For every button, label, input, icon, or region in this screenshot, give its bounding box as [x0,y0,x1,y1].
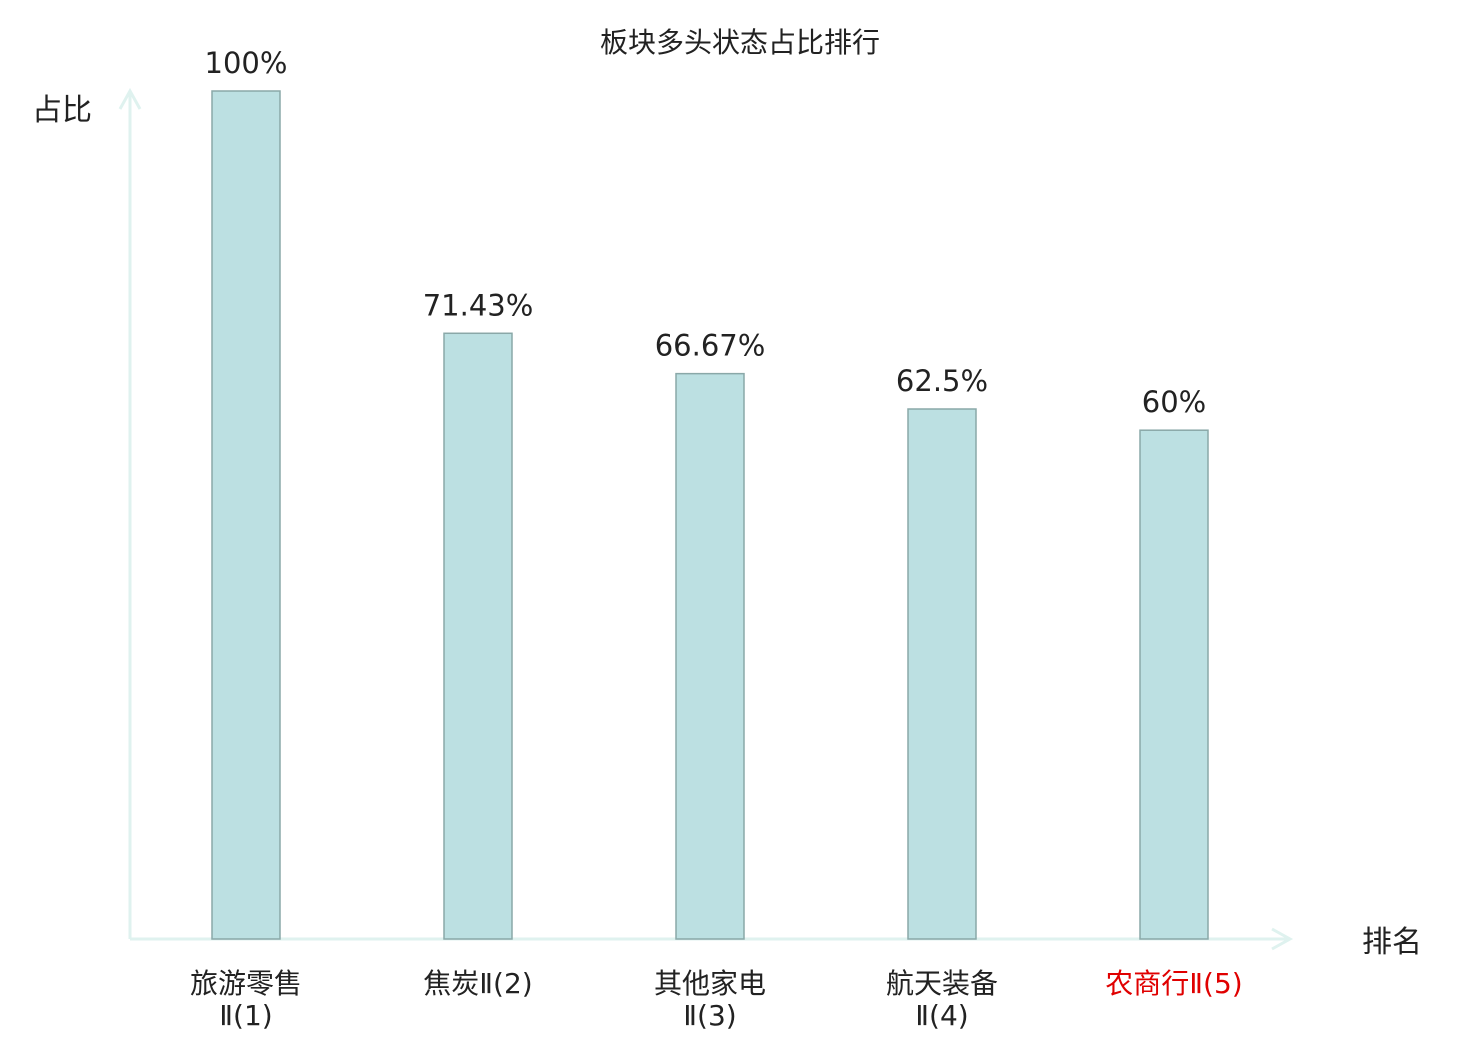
x-tick-label: 其他家电 Ⅱ(3) [654,967,766,1032]
value-label: 71.43% [423,288,534,322]
x-tick-label: 农商行Ⅱ(5) [1105,967,1242,1000]
value-label: 66.67% [655,329,766,363]
bar [675,372,745,940]
value-label: 60% [1142,385,1206,419]
y-axis-arrow [118,87,142,110]
bar [907,408,977,940]
x-tick-label: 旅游零售 Ⅱ(1) [190,967,302,1032]
x-tick-label: 航天装备 Ⅱ(4) [886,967,998,1032]
x-axis-label: 排名 [1362,925,1422,960]
bar [211,90,281,940]
bar [1139,429,1209,940]
x-axis-arrow [1271,927,1294,951]
value-label: 62.5% [896,364,988,398]
x-tick-label: 焦炭Ⅱ(2) [423,967,532,1000]
chart-title: 板块多头状态占比排行 [600,26,880,59]
bar [443,332,513,940]
y-axis-label: 占比 [32,93,92,128]
value-label: 100% [205,46,288,80]
